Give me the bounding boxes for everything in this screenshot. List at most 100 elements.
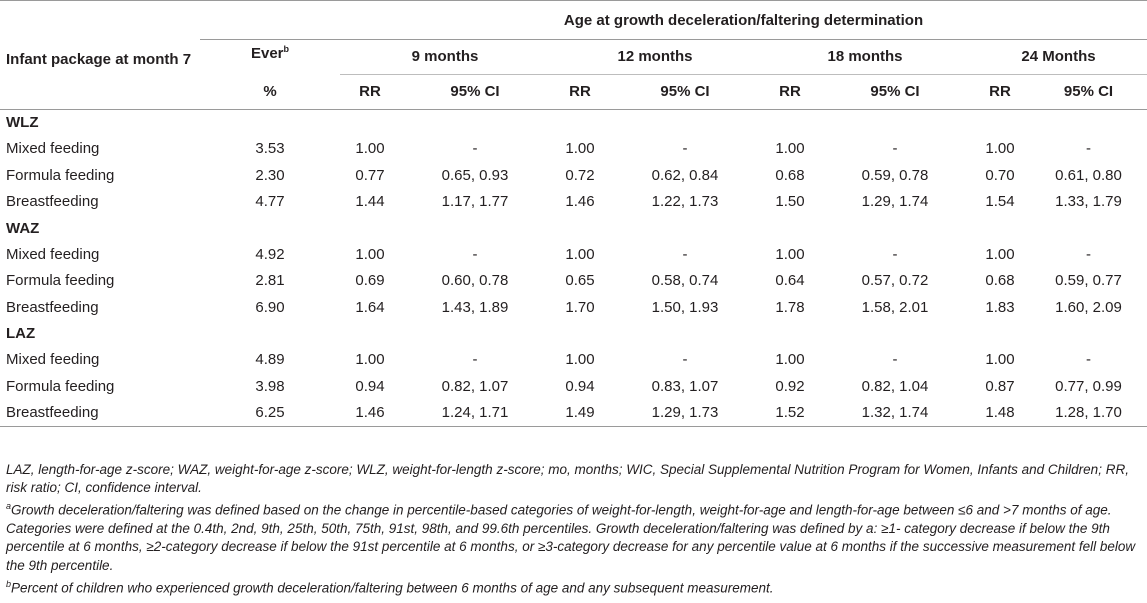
rr-value: 1.50: [775, 193, 805, 211]
ci-value: 1.32, 1.74: [861, 404, 929, 422]
rr-value: 1.00: [775, 140, 805, 158]
ci-value: 0.62, 0.84: [651, 166, 719, 184]
ci-value: 0.60, 0.78: [441, 272, 509, 290]
footnote-a: aGrowth deceleration/faltering was defin…: [6, 501, 1136, 573]
rr-value: 0.68: [775, 166, 805, 184]
rr-value: 0.70: [985, 166, 1015, 184]
ever-percent: 4.89: [255, 351, 285, 369]
row-label: Breastfeeding: [6, 298, 99, 316]
ci-value: 0.65, 0.93: [441, 166, 509, 184]
ever-percent: 3.98: [255, 377, 285, 395]
row-label: Formula feeding: [6, 166, 115, 184]
rr-value: 0.94: [355, 377, 385, 395]
ever-percent: 2.30: [255, 166, 285, 184]
ever-header: Everb: [250, 44, 290, 62]
results-table: Infant package at month 7 Age at growth …: [0, 0, 1147, 427]
ci-value: 0.61, 0.80: [1055, 166, 1122, 184]
group-row: WLZ: [0, 109, 1147, 136]
rr-value: 0.68: [985, 272, 1015, 290]
rr-value: 1.83: [985, 298, 1015, 316]
ci-header: 95% CI: [820, 74, 970, 110]
rr-value: 1.00: [565, 140, 595, 158]
ci-value: 1.33, 1.79: [1055, 193, 1122, 211]
ci-value: -: [1086, 140, 1091, 158]
rr-value: 1.48: [985, 404, 1015, 422]
ci-value: -: [472, 245, 478, 263]
ci-value: 1.29, 1.73: [651, 404, 719, 422]
rr-value: 1.64: [355, 298, 385, 316]
table-row: Formula feeding 2.30 0.77 0.65, 0.93 0.72 0.6…: [0, 162, 1147, 189]
ci-value: -: [472, 140, 478, 158]
ci-value: 0.57, 0.72: [861, 272, 929, 290]
rr-value: 1.00: [985, 351, 1015, 369]
table-row: Mixed feeding 3.53 1.00 - 1.00 - 1.00 - 1.00 -: [0, 136, 1147, 163]
rr-value: 1.49: [565, 404, 595, 422]
footnote-b: bPercent of children who experienced gro…: [6, 578, 774, 596]
rr-value: 0.65: [565, 272, 595, 290]
ci-value: 1.58, 2.01: [861, 298, 929, 316]
footnotes: LAZ, length-for-age z-score; WAZ, weight…: [6, 461, 1140, 597]
rr-value: 1.00: [355, 140, 385, 158]
age-12-months: 12 months: [550, 39, 760, 75]
ci-value: 1.60, 2.09: [1055, 298, 1122, 316]
ever-percent: 6.25: [255, 404, 285, 422]
ci-value: 1.43, 1.89: [441, 298, 509, 316]
ci-value: 0.77, 0.99: [1055, 377, 1122, 395]
row-label: Mixed feeding: [6, 245, 100, 263]
rr-value: 1.54: [985, 193, 1015, 211]
ci-value: -: [1086, 351, 1091, 369]
table-row: Mixed feeding 4.89 1.00 - 1.00 - 1.00 - 1.00 -: [0, 347, 1147, 374]
rr-value: 1.78: [775, 298, 805, 316]
rr-value: 1.70: [565, 298, 595, 316]
age-group-title: Age at growth deceleration/faltering det…: [340, 1, 1147, 40]
ci-value: 0.58, 0.74: [651, 272, 719, 290]
row-label: Formula feeding: [6, 272, 115, 290]
ci-value: 0.82, 1.04: [861, 377, 929, 395]
group-label: LAZ: [6, 325, 36, 342]
group-label: WAZ: [6, 219, 40, 237]
ever-percent: 4.77: [255, 193, 285, 211]
ci-value: -: [892, 351, 898, 369]
age-24-months: 24 Months: [970, 39, 1147, 75]
rr-value: 0.72: [565, 166, 595, 184]
header-row-3: % RR 95% CI RR 95% CI RR 95% CI RR 95% C…: [0, 74, 1147, 110]
group-row: LAZ: [0, 321, 1147, 347]
ci-value: 1.29, 1.74: [861, 193, 929, 211]
table-row: Breastfeeding 4.77 1.44 1.17, 1.77 1.46 1.22,…: [0, 189, 1147, 216]
ci-value: -: [892, 245, 898, 263]
rr-value: 0.92: [775, 377, 805, 395]
rr-value: 0.69: [355, 272, 385, 290]
row-label: Formula feeding: [6, 377, 115, 395]
table-row: Formula feeding 2.81 0.69 0.60, 0.78 0.65 0.5…: [0, 268, 1147, 295]
row-label-header: Infant package at month 7: [6, 51, 192, 68]
ci-value: -: [682, 351, 688, 369]
age-9-months: 9 months: [340, 39, 550, 75]
ci-value: 1.22, 1.73: [651, 193, 719, 211]
ci-value: 0.82, 1.07: [441, 377, 509, 395]
ci-value: -: [682, 140, 688, 158]
table-row: Breastfeeding 6.90 1.64 1.43, 1.89 1.70 1.50,…: [0, 294, 1147, 321]
row-label: Mixed feeding: [6, 351, 100, 369]
rr-value: 1.00: [565, 351, 595, 369]
rr-value: 1.00: [355, 351, 385, 369]
ci-value: 1.28, 1.70: [1055, 404, 1122, 422]
row-label: Breastfeeding: [6, 193, 99, 211]
footnote-abbreviations: LAZ, length-for-age z-score; WAZ, weight…: [6, 462, 1129, 496]
ci-header: 95% CI: [610, 74, 760, 110]
ever-percent: 4.92: [255, 245, 285, 263]
ever-percent: 3.53: [255, 140, 285, 158]
ever-percent: 2.81: [255, 272, 285, 290]
rr-value: 1.46: [565, 193, 595, 211]
rr-value: 0.94: [565, 377, 595, 395]
ci-value: 1.50, 1.93: [651, 298, 719, 316]
header-row-1: Infant package at month 7 Age at growth …: [0, 1, 1147, 68]
rr-value: 1.00: [775, 351, 805, 369]
rr-header: RR: [760, 74, 820, 110]
ci-value: 0.83, 1.07: [651, 377, 719, 395]
rr-value: 1.00: [565, 245, 595, 263]
ci-value: -: [472, 351, 478, 369]
rr-value: 1.44: [355, 193, 385, 211]
ever-percent: 6.90: [255, 298, 285, 316]
rr-value: 0.64: [775, 272, 805, 290]
ci-header: 95% CI: [400, 74, 550, 110]
